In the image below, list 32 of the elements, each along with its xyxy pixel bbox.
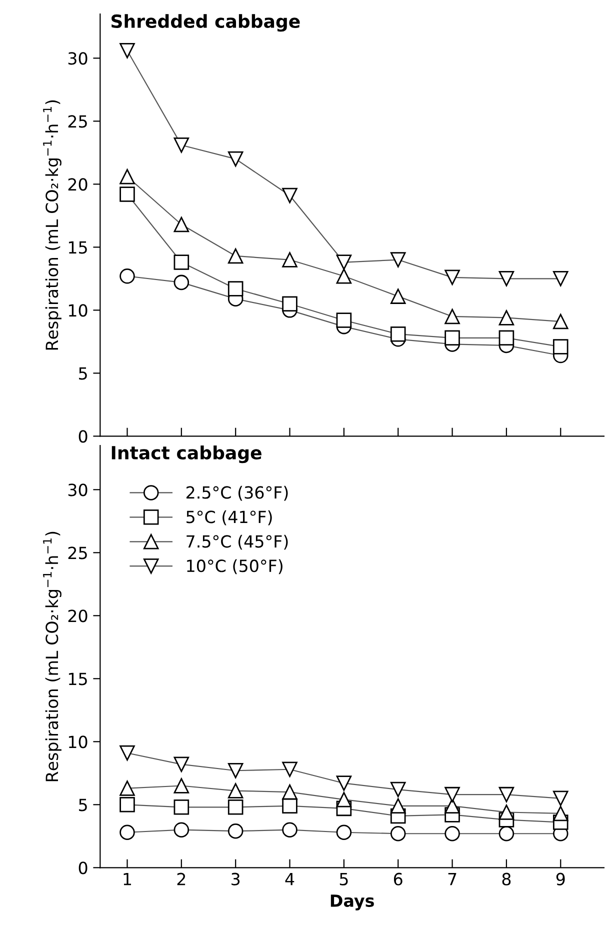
x-tick-label: 6	[394, 872, 402, 886]
x-tick-label: 9	[556, 872, 565, 886]
legend-label: 7.5°C (45°F)	[186, 534, 288, 550]
y-tick-label: 0	[78, 430, 88, 443]
y-tick-label: 30	[68, 484, 88, 496]
legend-label: 5°C (41°F)	[186, 510, 272, 526]
legend-label: 10°C (50°F)	[187, 559, 282, 574]
y-tick-label: 15	[68, 241, 87, 254]
chart-title: Shredded cabbage	[112, 14, 300, 32]
y-tick-label: 20	[68, 610, 88, 622]
x-tick-label: 1	[124, 873, 132, 886]
chart-title: Intact cabbage	[112, 446, 262, 464]
y-tick-label: 5	[79, 367, 87, 380]
y-tick-label: 25	[68, 546, 87, 560]
x-tick-label: 7	[448, 873, 456, 886]
y-axis-title: Respiration (mL CO₂·kg$^{−1}$·h$^{−1}$)	[43, 100, 62, 350]
y-tick-label: 10	[68, 304, 88, 317]
x-tick-label: 2	[177, 872, 186, 886]
y-tick-label: 30	[68, 52, 88, 65]
y-tick-label: 15	[68, 672, 87, 686]
x-tick-label: 3	[232, 872, 240, 886]
x-tick-label: 8	[502, 872, 511, 886]
y-tick-label: 0	[78, 862, 88, 874]
x-axis-title: Days	[330, 894, 374, 910]
y-tick-label: 20	[68, 178, 88, 191]
y-tick-label: 5	[79, 798, 87, 812]
y-axis-title: Respiration (mL CO₂·kg$^{−1}$·h$^{−1}$)	[43, 532, 62, 782]
legend-label: 2.5°C (36°F)	[186, 486, 288, 501]
y-tick-label: 10	[68, 736, 88, 748]
y-tick-label: 25	[68, 115, 87, 128]
x-tick-label: 5	[340, 873, 348, 886]
x-tick-label: 4	[285, 873, 294, 886]
